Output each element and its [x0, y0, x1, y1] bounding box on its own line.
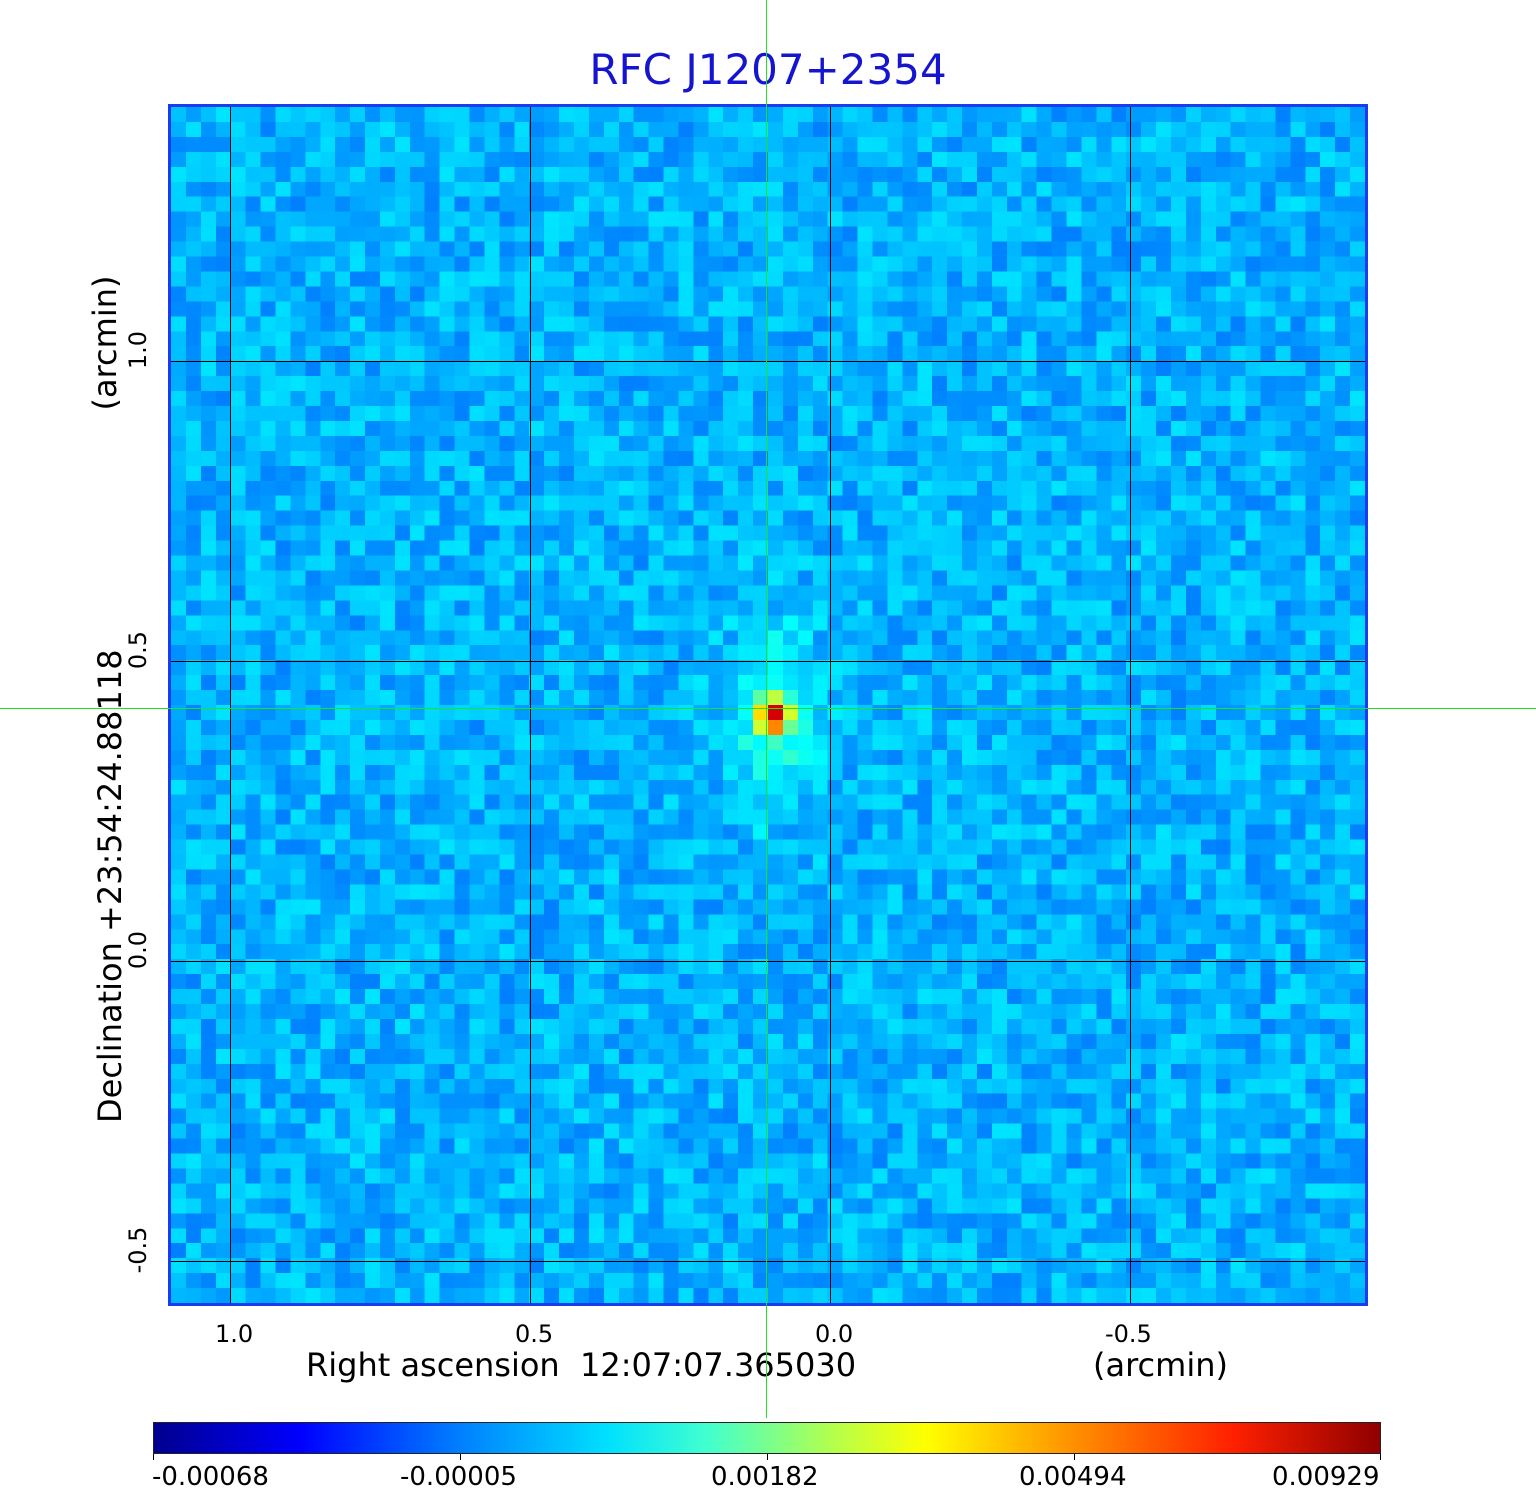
grid-line-x-0.0 — [830, 107, 831, 1303]
x-tick--0.5: -0.5 — [1105, 1320, 1152, 1348]
y-axis-unit: (arcmin) — [86, 275, 124, 411]
radio-map — [171, 107, 1365, 1303]
x-axis-unit: (arcmin) — [1093, 1346, 1228, 1384]
colorbar-tick — [153, 1454, 154, 1460]
colorbar-tick — [1380, 1454, 1381, 1460]
grid-line-x-1.0 — [230, 107, 231, 1303]
x-tick-0.5: 0.5 — [515, 1320, 554, 1348]
colorbar-label-max: 0.00929 — [1272, 1462, 1380, 1492]
x-tick-0.0: 0.0 — [815, 1320, 854, 1348]
x-axis-label: Right ascension 12:07:07.365030 — [306, 1346, 857, 1384]
grid-line-x-0.5 — [530, 107, 531, 1303]
colorbar-tick — [460, 1454, 461, 1460]
grid-line-y--0.5 — [171, 1261, 1365, 1262]
image-title: RFC J1207+2354 — [589, 45, 947, 94]
y-tick--0.5: -0.5 — [124, 1226, 152, 1274]
colorbar-label-4: 0.00494 — [1019, 1462, 1127, 1492]
grid-line-y-0.0 — [171, 961, 1365, 962]
x-tick-1.0: 1.0 — [215, 1320, 254, 1348]
grid-line-x--0.5 — [1130, 107, 1131, 1303]
crosshair-vertical — [766, 0, 767, 1418]
colorbar-tick — [1074, 1454, 1075, 1460]
colorbar-label-3: 0.00182 — [711, 1462, 819, 1492]
colorbar-label-min: -0.00068 — [152, 1462, 269, 1492]
crosshair-horizontal — [0, 708, 1536, 709]
grid-line-y-0.5 — [171, 661, 1365, 662]
colorbar-tick — [767, 1454, 768, 1460]
colorbar-label-2: -0.00005 — [400, 1462, 517, 1492]
sky-image[interactable] — [168, 104, 1368, 1306]
y-axis-label: Declination +23:54:24.88118 — [91, 649, 129, 1123]
colorbar — [153, 1422, 1381, 1454]
grid-line-y-1.0 — [171, 361, 1365, 362]
y-tick-1.0: 1.0 — [124, 330, 152, 370]
